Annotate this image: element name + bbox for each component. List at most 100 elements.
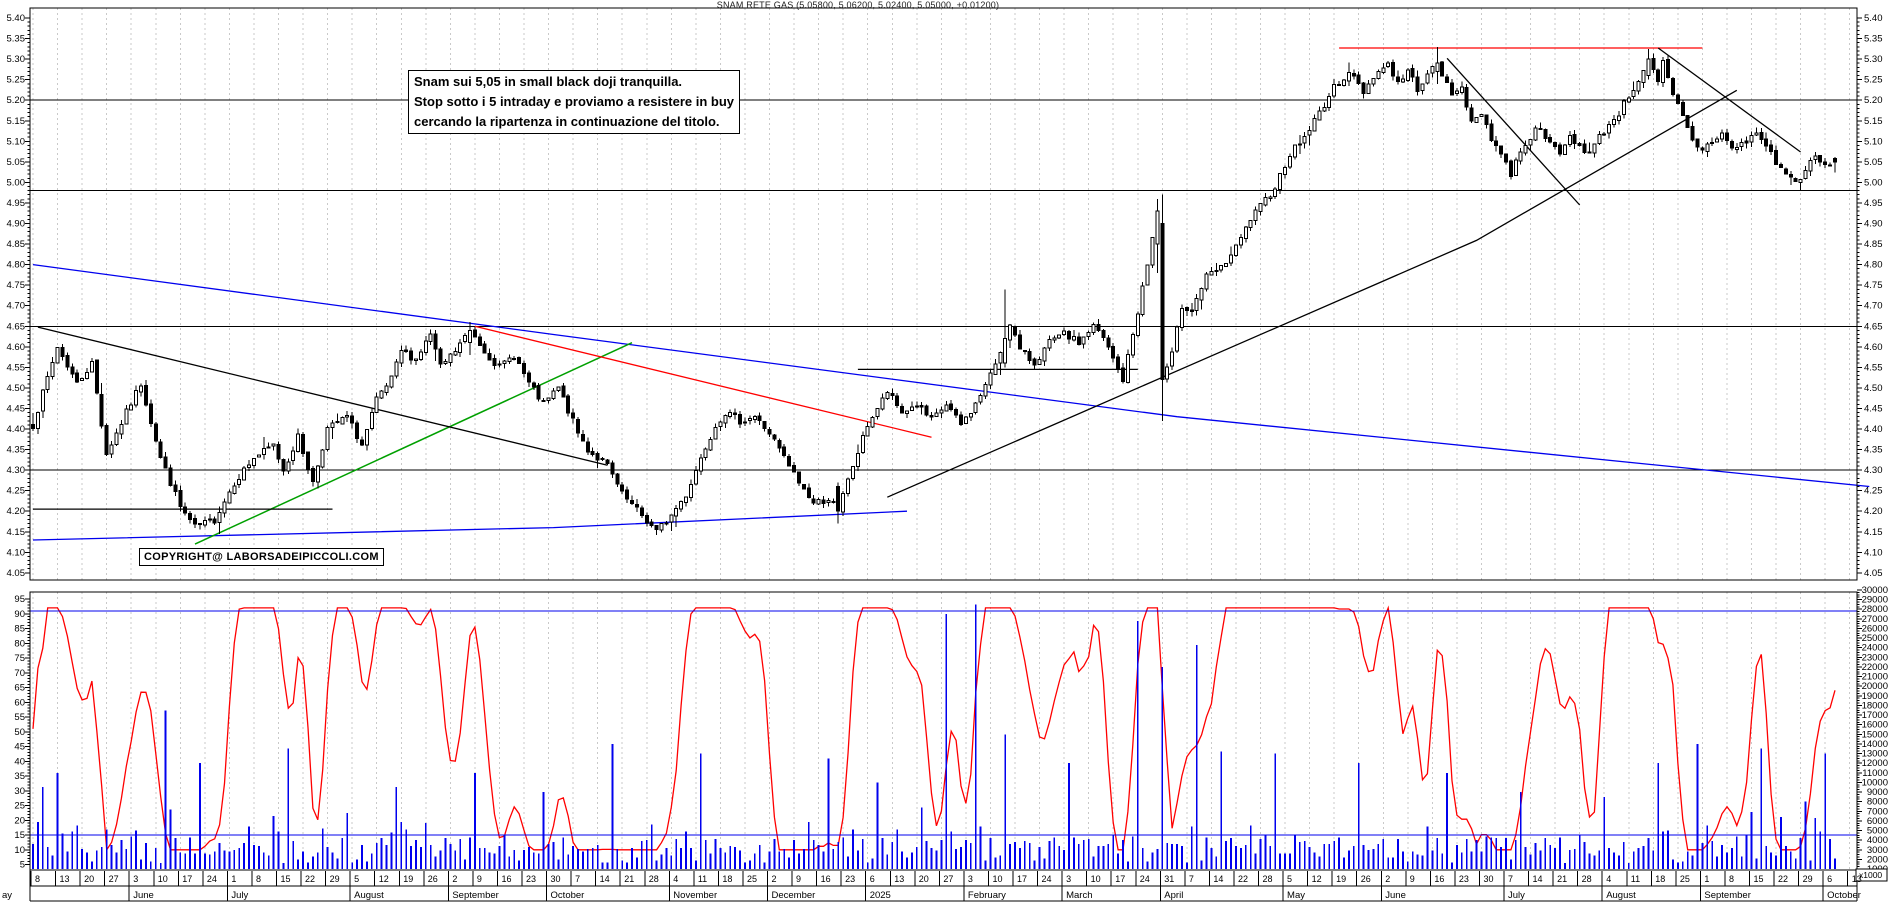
svg-text:5.15: 5.15 xyxy=(7,116,26,127)
svg-text:November: November xyxy=(673,890,717,901)
svg-text:27: 27 xyxy=(109,874,119,884)
svg-text:23: 23 xyxy=(845,874,855,884)
svg-text:24: 24 xyxy=(207,874,217,884)
svg-text:4.95: 4.95 xyxy=(7,198,26,209)
svg-text:3: 3 xyxy=(1066,874,1071,884)
svg-text:9: 9 xyxy=(1410,874,1415,884)
svg-text:14: 14 xyxy=(1213,874,1223,884)
svg-text:7000: 7000 xyxy=(1867,806,1888,817)
svg-text:4.20: 4.20 xyxy=(7,506,26,517)
svg-text:5: 5 xyxy=(20,860,25,871)
svg-text:4.45: 4.45 xyxy=(1864,403,1883,414)
svg-text:4.10: 4.10 xyxy=(7,547,26,558)
svg-text:4.20: 4.20 xyxy=(1864,506,1883,517)
svg-text:16: 16 xyxy=(501,874,511,884)
svg-text:75: 75 xyxy=(14,653,25,664)
svg-text:4.05: 4.05 xyxy=(1864,568,1883,579)
svg-text:28: 28 xyxy=(649,874,659,884)
trendline-downtrend-black-august xyxy=(1657,47,1801,153)
svg-text:15: 15 xyxy=(1754,874,1764,884)
svg-text:45: 45 xyxy=(14,742,25,753)
svg-text:22: 22 xyxy=(1778,874,1788,884)
svg-text:80: 80 xyxy=(14,638,25,649)
svg-text:5.10: 5.10 xyxy=(7,136,26,147)
svg-text:15000: 15000 xyxy=(1862,729,1888,740)
oscillator-line xyxy=(32,605,1836,852)
svg-text:5.30: 5.30 xyxy=(7,54,26,65)
svg-text:June: June xyxy=(133,890,154,901)
svg-text:21: 21 xyxy=(1557,874,1567,884)
svg-text:4.40: 4.40 xyxy=(1864,424,1883,435)
svg-text:16: 16 xyxy=(1434,874,1444,884)
svg-text:14000: 14000 xyxy=(1862,739,1888,750)
svg-text:10: 10 xyxy=(158,874,168,884)
svg-text:16000: 16000 xyxy=(1862,720,1888,731)
svg-text:20000: 20000 xyxy=(1862,681,1888,692)
svg-text:4.40: 4.40 xyxy=(7,424,26,435)
svg-text:22: 22 xyxy=(1238,874,1248,884)
svg-text:18: 18 xyxy=(722,874,732,884)
copyright-box: COPYRIGHT@ LABORSADEIPICCOLI.COM xyxy=(139,548,384,566)
svg-text:14: 14 xyxy=(1533,874,1543,884)
svg-text:4.70: 4.70 xyxy=(1864,301,1883,312)
svg-text:12000: 12000 xyxy=(1862,758,1888,769)
svg-text:August: August xyxy=(354,890,384,901)
svg-text:5.00: 5.00 xyxy=(1864,177,1883,188)
svg-text:90: 90 xyxy=(14,609,25,620)
svg-text:April: April xyxy=(1164,890,1183,901)
svg-text:x1000: x1000 xyxy=(1859,870,1882,880)
svg-text:60: 60 xyxy=(14,697,25,708)
svg-text:26: 26 xyxy=(428,874,438,884)
svg-text:5.40: 5.40 xyxy=(7,13,26,24)
price-levels xyxy=(30,99,1857,471)
svg-text:December: December xyxy=(772,890,816,901)
svg-text:1: 1 xyxy=(231,874,236,884)
svg-text:24: 24 xyxy=(1042,874,1052,884)
svg-text:14: 14 xyxy=(600,874,610,884)
svg-text:30000: 30000 xyxy=(1862,585,1888,596)
chart-title: SNAM RETE GAS (5.05800, 5.06200, 5.02400… xyxy=(716,0,1000,10)
svg-text:5.40: 5.40 xyxy=(1864,13,1883,24)
svg-text:4.15: 4.15 xyxy=(7,527,26,538)
svg-text:21000: 21000 xyxy=(1862,672,1888,683)
candlestick-series xyxy=(31,46,1837,535)
svg-text:31: 31 xyxy=(1164,874,1174,884)
svg-text:13: 13 xyxy=(60,874,70,884)
svg-text:10000: 10000 xyxy=(1862,777,1888,788)
svg-text:2025: 2025 xyxy=(870,890,891,901)
svg-text:5.25: 5.25 xyxy=(1864,75,1883,86)
svg-text:23000: 23000 xyxy=(1862,652,1888,663)
svg-text:5.35: 5.35 xyxy=(7,34,26,45)
svg-text:5.00: 5.00 xyxy=(7,177,26,188)
svg-text:September: September xyxy=(452,890,498,901)
svg-text:5.25: 5.25 xyxy=(7,75,26,86)
svg-text:24: 24 xyxy=(1140,874,1150,884)
svg-text:18000: 18000 xyxy=(1862,700,1888,711)
trendline-uptrend-black-long xyxy=(887,89,1738,498)
svg-text:30: 30 xyxy=(14,786,25,797)
svg-text:95: 95 xyxy=(14,594,25,605)
svg-text:4.35: 4.35 xyxy=(7,445,26,456)
svg-text:5.05: 5.05 xyxy=(1864,157,1883,168)
svg-text:4.45: 4.45 xyxy=(7,403,26,414)
svg-text:85: 85 xyxy=(14,624,25,635)
svg-text:7: 7 xyxy=(575,874,580,884)
svg-text:4.25: 4.25 xyxy=(7,486,26,497)
svg-text:28000: 28000 xyxy=(1862,604,1888,615)
svg-text:25: 25 xyxy=(1680,874,1690,884)
svg-text:5: 5 xyxy=(354,874,359,884)
svg-text:5.15: 5.15 xyxy=(1864,116,1883,127)
svg-text:25: 25 xyxy=(14,801,25,812)
svg-text:2: 2 xyxy=(772,874,777,884)
svg-text:2: 2 xyxy=(452,874,457,884)
svg-text:27: 27 xyxy=(943,874,953,884)
svg-text:1: 1 xyxy=(1704,874,1709,884)
svg-text:10: 10 xyxy=(14,845,25,856)
svg-text:6: 6 xyxy=(1827,874,1832,884)
svg-text:ay: ay xyxy=(2,890,12,901)
svg-text:11000: 11000 xyxy=(1862,768,1888,779)
svg-text:25000: 25000 xyxy=(1862,633,1888,644)
